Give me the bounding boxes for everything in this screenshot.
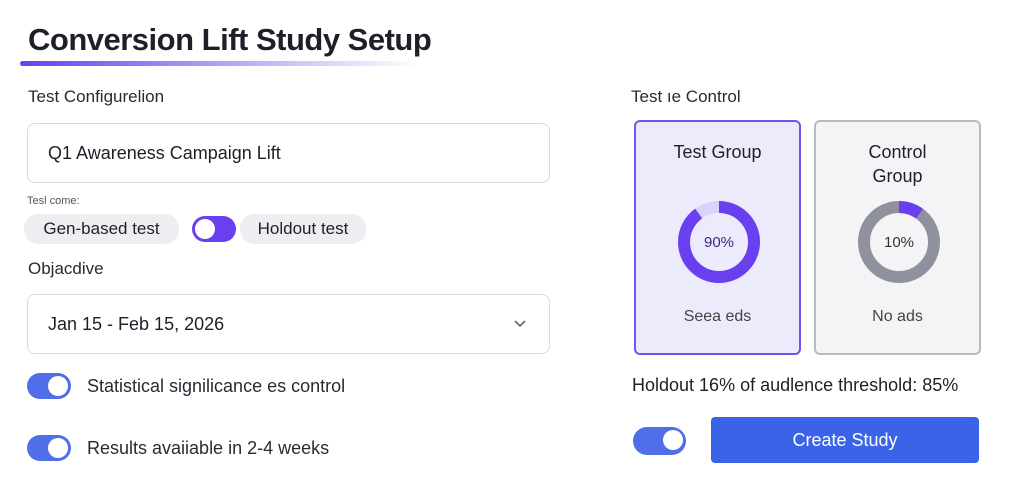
donut: 10% [858,201,940,283]
page-title: Conversion Lift Study Setup [28,22,432,57]
test-type-pill[interactable]: Holdout test [240,214,366,244]
card-caption: Seea eds [683,308,752,325]
group-card: Control Group 10% No ads [814,120,981,355]
toggle[interactable] [27,435,71,461]
create-button[interactable]: Create Study [711,417,979,463]
card-title: Test Group [673,142,762,162]
field-label: Objacdive [28,259,104,278]
select-value: Jan 15 - Feb 15, 2026 [48,313,225,334]
donut-label: 90% [704,234,734,251]
toggle[interactable] [27,373,71,399]
group-card: Test Group 90% Seea eds [634,120,801,355]
input-value: Q1 Awareness Campaign Lift [48,142,281,163]
study-name-input[interactable]: Q1 Awareness Campaign Lift [27,123,550,183]
donut-arc [678,201,760,283]
option-label: Statistical signilicance es control [87,376,346,396]
donut: 90% [678,201,760,283]
toggle[interactable] [192,216,236,242]
threshold-text: Holdout 16% of audlence threshold: 85% [632,375,959,395]
donut-label: 10% [884,234,914,251]
section-label: Test Configurelion [28,87,165,106]
card-caption: No ads [872,308,923,325]
title-underline [20,61,420,66]
section-label: Test ıe Control [631,87,741,106]
card-title: Control Group [868,142,927,186]
test-type-pill[interactable]: Gen-based test [24,214,179,244]
donut-arc [858,201,940,283]
chevron [514,320,526,328]
field-label: Tesl come: [27,195,80,207]
toggle[interactable] [633,427,686,455]
date-select[interactable]: Jan 15 - Feb 15, 2026 [27,294,550,354]
option-label: Results avaiiable in 2-4 weeks [87,438,330,458]
